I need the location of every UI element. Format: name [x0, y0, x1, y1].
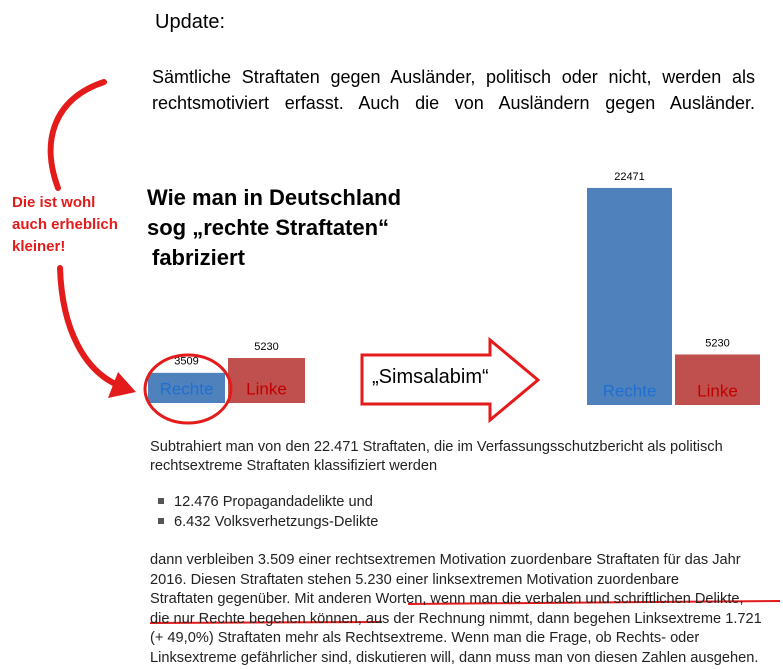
bar [675, 354, 760, 405]
update-label: Update: [155, 11, 226, 33]
category-label: Rechte [603, 381, 657, 400]
curved-arrow-bottom [57, 265, 123, 389]
text-line: die nur Rechte begehen können, aus der R… [150, 610, 762, 627]
text-line: Die ist wohl [12, 194, 96, 211]
value-label: 3509 [174, 356, 198, 368]
bar [587, 187, 672, 405]
category-label: Linke [246, 379, 287, 398]
underline [149, 621, 383, 624]
text-line: Sämtliche Straftaten gegen Ausländer, po… [152, 67, 755, 87]
text-line: Wie man in Deutschland [147, 185, 402, 210]
category-label: Rechte [160, 379, 214, 398]
block-arrow [360, 336, 541, 424]
text-line: Subtrahiert man von den 22.471 Straftate… [150, 439, 723, 455]
highlight-ellipse [143, 353, 233, 425]
text-line: rechtsextreme Straftaten klassifiziert w… [150, 458, 438, 474]
side-note: Die ist wohl auch erheblich kleiner! [12, 192, 118, 258]
text-line: kleiner! [12, 238, 66, 255]
bar [148, 372, 225, 403]
transition-label: „Simsalabim“ [372, 366, 489, 388]
text-line: dann verbleiben 3.509 einer rechtsextrem… [150, 552, 741, 568]
intro: Subtrahiert man von den 22.471 Straftate… [150, 438, 723, 476]
headline: Wie man in Deutschland sog „rechte Straf… [147, 183, 401, 273]
text-line: rechtsmotiviert erfasst. Auch die von Au… [152, 93, 755, 113]
curved-arrow-top [47, 79, 107, 191]
text-line: Straftaten gegenüber. Mit anderen Worten… [150, 591, 744, 607]
text-line: 2016. Diesen Straftaten stehen 5.230 ein… [150, 571, 679, 588]
value-label: 5230 [254, 341, 278, 353]
underline [407, 600, 781, 605]
text-line: fabriziert [152, 245, 245, 270]
update-text: Sämtliche Straftaten gegen Ausländer, po… [152, 64, 755, 116]
bar [228, 358, 305, 403]
text-line: sog „rechte Straftaten“ [147, 215, 390, 240]
category-label: Linke [697, 381, 738, 400]
arrow-head [108, 372, 136, 398]
text-line: auch erheblich [12, 216, 118, 233]
text-line: Linksextreme gefährlicher sind, diskutie… [150, 649, 759, 666]
value-label: 22471 [614, 171, 645, 183]
bullet: 6.432 Volksverhetzungs-Delikte [158, 512, 378, 532]
charts: 3509 Rechte 5230 Linke 22471 Rechte 5230 Linke [148, 171, 760, 405]
bullet: 12.476 Propagandadelikte und [158, 492, 378, 512]
bullet-list: 12.476 Propagandadelikte und 6.432 Volks… [158, 492, 378, 532]
value-label: 5230 [705, 337, 729, 349]
conclusion: dann verbleiben 3.509 einer rechtsextrem… [150, 551, 762, 668]
text-line: (+ 49,0%) Straftaten mehr als Rechtsextr… [150, 630, 700, 646]
